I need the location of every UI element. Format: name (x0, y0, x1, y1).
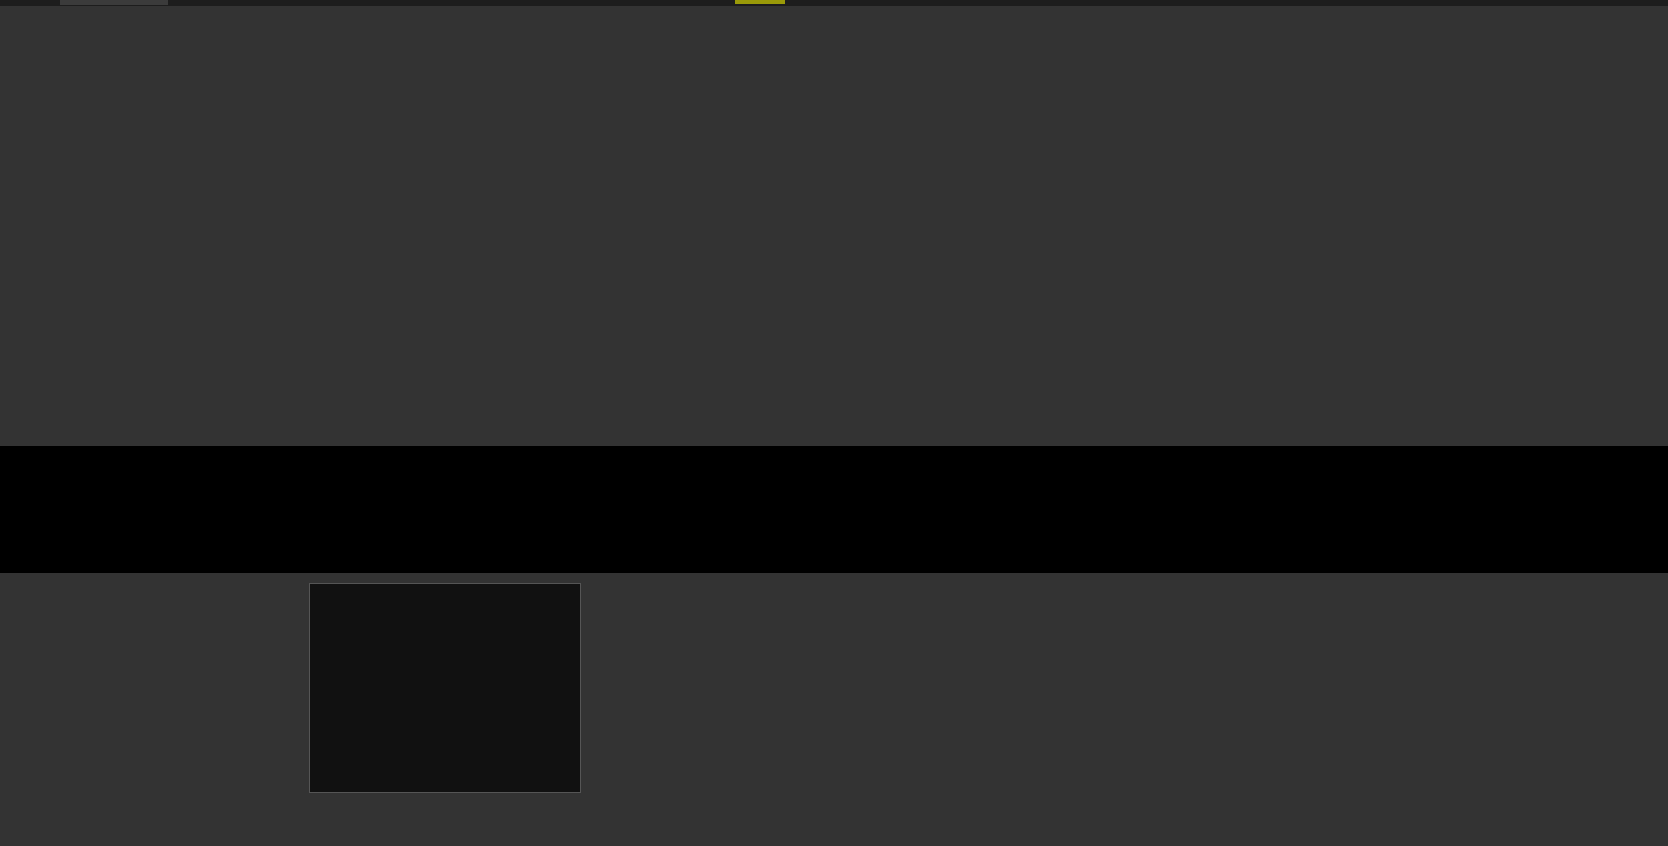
patch-strip-region (0, 446, 1668, 573)
window-tab-indicator (60, 0, 168, 5)
current-reading-panel (0, 573, 305, 846)
window-top-strip (0, 0, 1668, 6)
window-highlight-indicator (735, 0, 785, 4)
cie-overlay (310, 584, 582, 794)
bottom-region (0, 573, 1668, 846)
cie-chromaticity-chart (309, 583, 581, 793)
charts-region (0, 0, 1668, 6)
